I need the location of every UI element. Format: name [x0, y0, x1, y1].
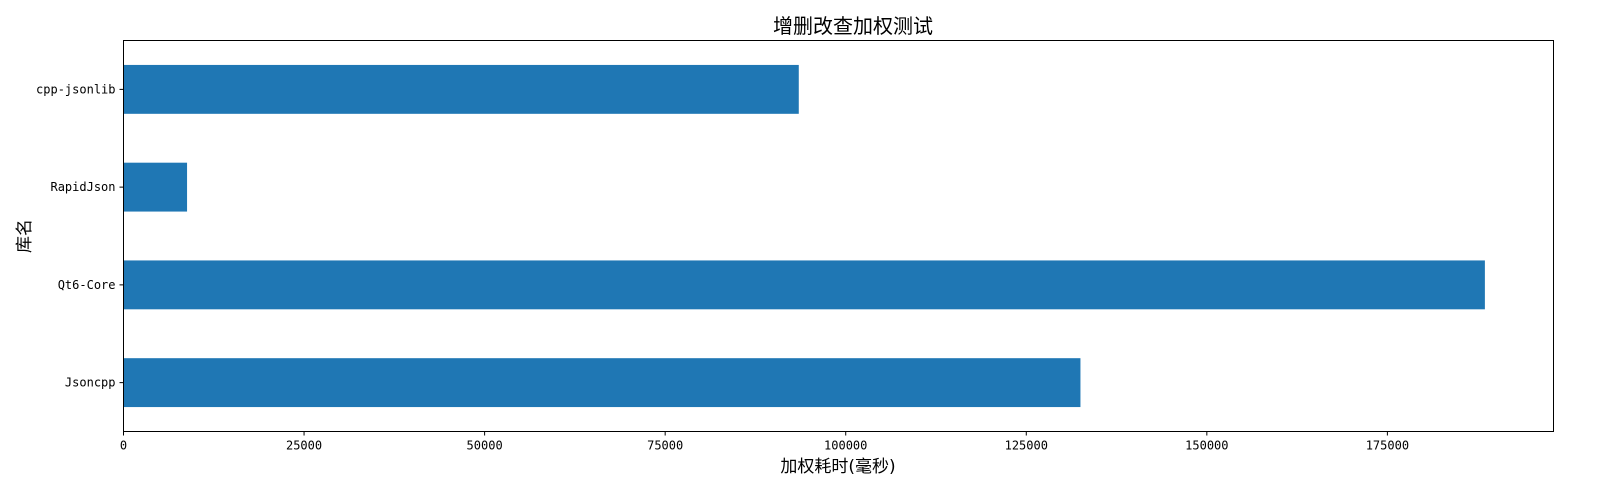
bars-group [123, 64, 1485, 408]
x-tick-label: 175000 [1366, 439, 1409, 453]
x-tick-label: 75000 [647, 439, 683, 453]
bar-qt6-core [123, 260, 1485, 310]
chart-title: 增删改查加权测试 [773, 14, 933, 38]
plot-frame [123, 40, 1554, 432]
x-tick-label: 25000 [286, 439, 322, 453]
y-tick-label: Qt6-Core [58, 278, 116, 292]
x-tick-label: 100000 [824, 439, 867, 453]
x-axis-ticks: 0 25000 50000 75000 100000 125000 150000 175000 [120, 431, 1409, 453]
bar-jsoncpp [123, 358, 1081, 408]
x-axis-label: 加权耗时(毫秒) [780, 457, 895, 477]
y-tick-label: RapidJson [50, 180, 115, 194]
y-tick-label: cpp-jsonlib [36, 82, 115, 96]
x-tick-label: 0 [120, 439, 127, 453]
y-tick-label: Jsoncpp [65, 376, 116, 390]
x-tick-label: 150000 [1185, 439, 1228, 453]
bar-rapidjson [123, 162, 188, 212]
y-axis-ticks: Jsoncpp Qt6-Core RapidJson cpp-jsonlib [36, 82, 124, 390]
bar-cpp-jsonlib [123, 64, 799, 114]
y-axis-label: 库名 [15, 219, 35, 253]
x-tick-label: 125000 [1005, 439, 1048, 453]
x-tick-label: 50000 [467, 439, 503, 453]
